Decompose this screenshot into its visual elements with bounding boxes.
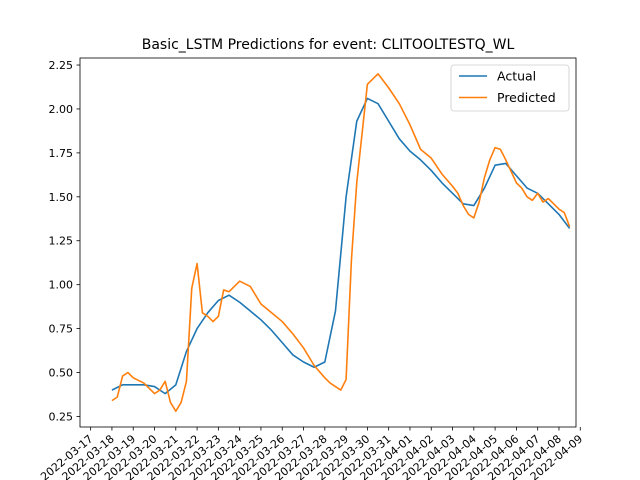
plot-area <box>80 58 576 427</box>
y-tick-label: 0.50 <box>49 367 74 380</box>
series-group <box>111 73 571 412</box>
x-axis: 2022-03-172022-03-182022-03-192022-03-20… <box>38 427 585 480</box>
y-tick-label: 1.25 <box>49 235 74 248</box>
y-tick-label: 0.75 <box>49 323 74 336</box>
y-axis: 0.25 0.50 0.75 1.00 1.25 1.50 1.75 2.00 2.25 <box>49 59 80 423</box>
y-tick-label: 1.00 <box>49 279 74 292</box>
y-tick-label: 1.50 <box>49 191 74 204</box>
chart-title: Basic_LSTM Predictions for event: CLITOO… <box>142 37 515 53</box>
legend-label-predicted: Predicted <box>497 90 556 105</box>
legend-label-actual: Actual <box>497 69 536 84</box>
y-tick-label: 1.75 <box>49 147 74 160</box>
y-tick-label: 0.25 <box>49 410 74 423</box>
y-tick-label: 2.25 <box>49 59 74 72</box>
axes-frame <box>79 57 577 428</box>
series-line-predicted <box>111 73 571 412</box>
legend: Actual Predicted <box>450 64 570 112</box>
y-tick-label: 2.00 <box>49 103 74 116</box>
plot-background <box>80 58 576 427</box>
